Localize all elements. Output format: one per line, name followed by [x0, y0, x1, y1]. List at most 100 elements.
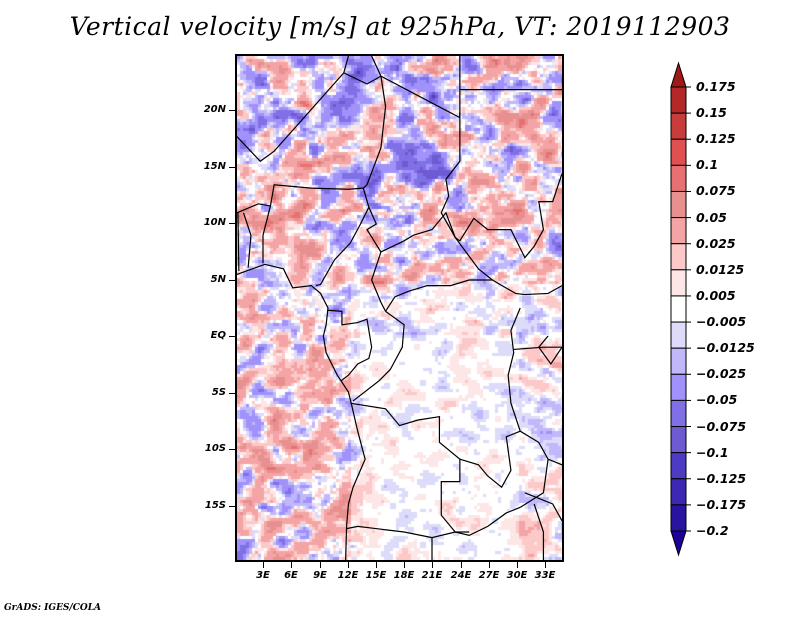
x-tick-label: 21E — [421, 570, 443, 581]
border-line — [371, 56, 382, 77]
colorbar-label: 0.175 — [696, 79, 736, 94]
colorbar-label: 0.005 — [696, 288, 736, 303]
border-line — [524, 285, 562, 296]
grads-credit: GrADS: IGES/COLA — [4, 603, 102, 613]
colorbar-box — [670, 504, 687, 532]
x-tick — [348, 562, 349, 568]
border-line — [346, 506, 521, 539]
colorbar-label: 0.025 — [696, 236, 736, 251]
border-line — [327, 309, 373, 382]
colorbar-label: −0.075 — [696, 419, 747, 434]
colorbar-label: −0.025 — [696, 366, 747, 381]
x-tick-label: 30E — [506, 570, 528, 581]
x-tick-label: 27E — [478, 570, 500, 581]
y-tick — [229, 393, 235, 394]
border-line — [237, 72, 461, 163]
colorbar-label: −0.2 — [696, 523, 729, 538]
x-tick — [461, 562, 462, 568]
border-line — [237, 184, 364, 214]
border-line — [237, 212, 240, 272]
y-tick — [229, 110, 235, 111]
border-line — [533, 503, 545, 560]
colorbar-label: −0.125 — [696, 471, 747, 486]
colorbar-box — [670, 190, 687, 219]
y-tick-label: 10N — [203, 217, 226, 228]
y-tick-label: 5N — [210, 274, 226, 285]
colorbar-box — [670, 86, 687, 114]
x-tick-label: 6E — [284, 570, 298, 581]
colorbar-box — [670, 112, 687, 140]
country-borders — [237, 56, 562, 560]
x-tick — [291, 562, 292, 568]
x-tick-label: 3E — [256, 570, 270, 581]
colorbar-box — [670, 138, 687, 166]
y-tick-label: 5S — [211, 387, 226, 398]
y-tick — [229, 449, 235, 450]
colorbar-label: −0.175 — [696, 497, 747, 512]
colorbar-extend-max — [670, 61, 687, 88]
colorbar-label: 0.0125 — [696, 262, 745, 277]
colorbar-box — [670, 321, 687, 349]
y-tick-label: 15S — [204, 500, 226, 511]
x-tick — [489, 562, 490, 568]
border-line — [350, 402, 470, 533]
border-line — [362, 76, 387, 189]
colorbar-label: 0.05 — [696, 210, 727, 225]
map-plot-area — [235, 54, 564, 562]
border-line — [440, 56, 461, 238]
border-line — [262, 205, 272, 264]
colorbar-box — [670, 164, 687, 192]
border-line — [237, 263, 366, 560]
border-line — [385, 279, 525, 312]
colorbar-extend-min — [670, 530, 687, 557]
x-tick-label: 24E — [450, 570, 472, 581]
x-tick — [404, 562, 405, 568]
y-tick-label: EQ — [210, 330, 226, 341]
chart-title: Vertical velocity [m/s] at 925hPa, VT: 2… — [69, 12, 731, 41]
y-tick-label: 15N — [203, 161, 226, 172]
colorbar-label: 0.1 — [696, 157, 719, 172]
x-tick — [320, 562, 321, 568]
x-tick-label: 15E — [365, 570, 387, 581]
y-tick — [229, 280, 235, 281]
border-line — [524, 492, 562, 522]
x-tick-label: 18E — [393, 570, 415, 581]
colorbar-box — [670, 295, 687, 323]
colorbar-box — [670, 452, 687, 480]
colorbar-box — [670, 426, 687, 454]
y-tick — [229, 223, 235, 224]
x-tick — [545, 562, 546, 568]
border-line — [242, 212, 252, 268]
colorbar-label: −0.005 — [696, 314, 747, 329]
colorbar-box — [670, 373, 687, 401]
y-tick — [229, 167, 235, 168]
colorbar-box — [670, 399, 687, 428]
colorbar-box — [670, 478, 687, 506]
border-line — [547, 458, 562, 466]
x-tick-label: 9E — [313, 570, 327, 581]
colorbar-label: −0.1 — [696, 445, 729, 460]
x-tick — [263, 562, 264, 568]
border-line — [459, 430, 521, 489]
colorbar-label: 0.125 — [696, 131, 736, 146]
border-line — [454, 173, 562, 259]
y-tick — [229, 336, 235, 337]
border-line — [352, 310, 405, 402]
x-tick-label: 33E — [534, 570, 556, 581]
colorbar-box — [670, 347, 687, 375]
x-tick — [432, 562, 433, 568]
y-tick-label: 20N — [203, 104, 226, 115]
border-line — [507, 307, 549, 508]
colorbar-box — [670, 217, 687, 245]
x-tick — [376, 562, 377, 568]
colorbar-box — [670, 243, 687, 271]
colorbar-label: −0.05 — [696, 392, 738, 407]
colorbar-label: −0.0125 — [696, 340, 755, 355]
x-tick-label: 12E — [337, 570, 359, 581]
colorbar-box — [670, 269, 687, 297]
colorbar-label: 0.15 — [696, 105, 727, 120]
y-tick-label: 10S — [204, 443, 226, 454]
colorbar-label: 0.075 — [696, 183, 736, 198]
x-tick — [517, 562, 518, 568]
